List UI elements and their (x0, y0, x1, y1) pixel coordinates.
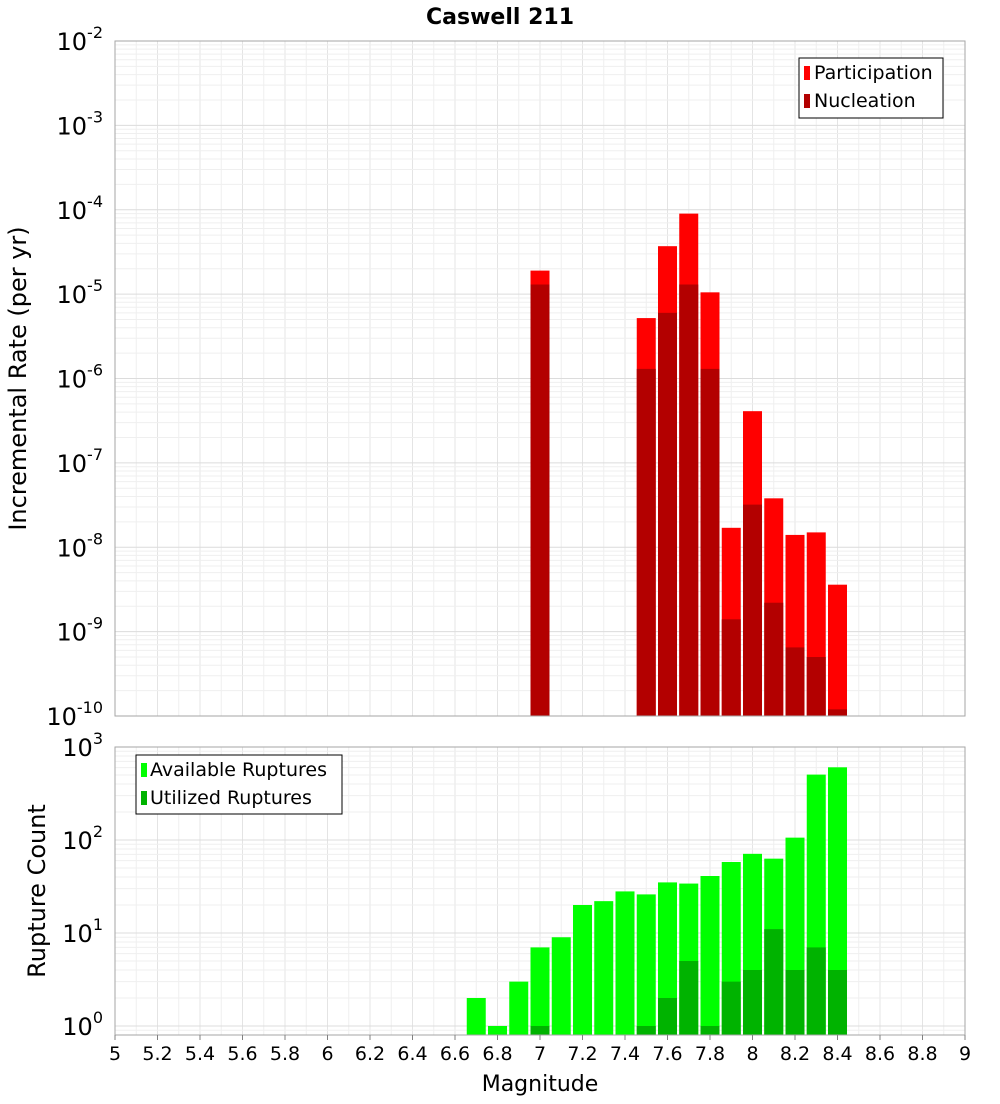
rate-y-tick-label: 10-7 (57, 445, 104, 478)
count-bar-available-ruptures (828, 767, 847, 1035)
rate-y-tick-label: 10-9 (57, 614, 104, 647)
rate-bar-participation (828, 584, 847, 716)
count-bar-utilized-ruptures (828, 969, 847, 1035)
rate-legend: Participation Nucleation (798, 57, 944, 119)
rate-bar-nucleation (785, 647, 805, 716)
x-tick-label: 8.2 (780, 1043, 810, 1065)
count-bar-utilized-ruptures (764, 929, 784, 1035)
x-tick-label: 5.4 (185, 1043, 215, 1065)
count-bar-available-ruptures (488, 1025, 507, 1035)
count-bar-utilized-ruptures (658, 997, 677, 1035)
rate-bar-nucleation (530, 284, 550, 716)
count-bar-available-ruptures (466, 997, 486, 1035)
x-tick-label: 7.8 (695, 1043, 725, 1065)
count-y-axis-label: Rupture Count (23, 804, 51, 978)
rate-chart: 10-10 10-9 10-8 10-7 10-6 10-5 10-4 10-3 10-2 In… (4, 23, 966, 731)
x-tick-label: 8.8 (907, 1043, 937, 1065)
rate-bar-nucleation (721, 619, 741, 716)
rate-y-tick-label: 10-6 (57, 361, 104, 394)
x-tick-label: 6.8 (482, 1043, 512, 1065)
count-bar-utilized-ruptures (636, 1025, 656, 1035)
count-bar-utilized-ruptures (700, 1025, 720, 1035)
count-bar-utilized-ruptures (743, 969, 762, 1035)
legend-swatch-utilized (141, 791, 147, 805)
rate-bars (530, 213, 847, 717)
rate-plot-border (114, 40, 966, 717)
x-tick-label: 5.2 (142, 1043, 172, 1065)
count-bar-utilized-ruptures (721, 981, 741, 1035)
x-tick-label: 6.6 (440, 1043, 470, 1065)
x-axis-label: Magnitude (482, 1072, 599, 1097)
x-tick-label: 8.6 (865, 1043, 895, 1065)
rate-bar-nucleation (658, 312, 677, 716)
rate-bar-nucleation (828, 709, 847, 716)
rate-bar-nucleation (764, 602, 784, 716)
rate-y-tick-label: 10-8 (57, 529, 104, 562)
rate-y-tick-label: 10-5 (57, 276, 104, 309)
count-bars (466, 767, 847, 1035)
count-y-tick-label: 101 (62, 915, 103, 948)
legend-label-available: Available Ruptures (150, 759, 327, 781)
x-tick-label: 7.4 (610, 1043, 640, 1065)
rate-y-ticks: 10-10 10-9 10-8 10-7 10-6 10-5 10-4 10-3 10-2 (46, 23, 103, 731)
legend-swatch-nucleation (804, 94, 810, 108)
rate-y-tick-label: 10-10 (46, 698, 103, 731)
count-y-tick-label: 100 (62, 1008, 103, 1041)
legend-label-participation: Participation (814, 62, 933, 84)
rate-bar-nucleation (636, 368, 656, 716)
x-tick-label: 7.2 (567, 1043, 597, 1065)
x-tick-label: 5.6 (227, 1043, 257, 1065)
x-tick-label: 9 (959, 1043, 971, 1065)
x-tick-label: 5.8 (270, 1043, 300, 1065)
count-bar-available-ruptures (509, 981, 529, 1035)
legend-swatch-participation (804, 66, 810, 80)
x-tick-label: 6.2 (355, 1043, 385, 1065)
count-bar-available-ruptures (700, 876, 720, 1035)
count-bar-available-ruptures (636, 894, 656, 1035)
count-bar-utilized-ruptures (530, 1025, 550, 1035)
x-tick-label: 5 (109, 1043, 121, 1065)
count-legend-box (135, 754, 343, 815)
count-y-ticks: 100 101 102 103 (62, 729, 103, 1041)
legend-label-utilized: Utilized Ruptures (150, 787, 312, 809)
count-x-ticks: 5 5.2 5.4 5.6 5.8 6 6.2 6.4 6.6 6.8 7 7.2 7.4 7.6 7.8 8… (109, 1035, 971, 1065)
rate-bar-nucleation (743, 504, 762, 716)
rate-y-tick-label: 10-2 (57, 23, 104, 56)
count-legend: Available Ruptures Utilized Ruptures (135, 754, 343, 815)
count-bar-available-ruptures (573, 904, 592, 1035)
legend-swatch-available (141, 763, 147, 777)
count-y-tick-label: 103 (62, 729, 103, 762)
count-bar-available-ruptures (551, 937, 571, 1035)
x-tick-label: 8.4 (822, 1043, 852, 1065)
rate-y-tick-label: 10-4 (57, 192, 104, 225)
count-y-tick-label: 102 (62, 822, 103, 855)
count-bar-utilized-ruptures (679, 960, 699, 1035)
legend-label-nucleation: Nucleation (814, 90, 916, 112)
count-bar-available-ruptures (594, 901, 614, 1035)
count-bar-available-ruptures (615, 891, 635, 1035)
rate-y-tick-label: 10-3 (57, 107, 104, 140)
x-tick-label: 7 (534, 1043, 546, 1065)
x-tick-label: 7.6 (652, 1043, 682, 1065)
rate-bar-nucleation (679, 284, 699, 716)
x-tick-label: 6.4 (397, 1043, 427, 1065)
chart-title: Caswell 211 (426, 5, 574, 30)
x-tick-label: 6 (321, 1043, 333, 1065)
rate-bar-nucleation (700, 368, 720, 716)
count-bar-utilized-ruptures (785, 969, 805, 1035)
count-bar-utilized-ruptures (806, 947, 826, 1035)
rate-bar-nucleation (806, 657, 826, 716)
rate-y-axis-label: Incremental Rate (per yr) (4, 226, 32, 530)
count-bar-available-ruptures (658, 882, 677, 1035)
count-bar-available-ruptures (530, 947, 550, 1035)
count-chart: 100 101 102 103 5 5.2 5.4 5.6 5.8 6 6.2 6.4 6.6 6.8 7… (23, 729, 971, 1097)
rate-legend-box (798, 57, 944, 119)
x-tick-label: 8 (746, 1043, 758, 1065)
